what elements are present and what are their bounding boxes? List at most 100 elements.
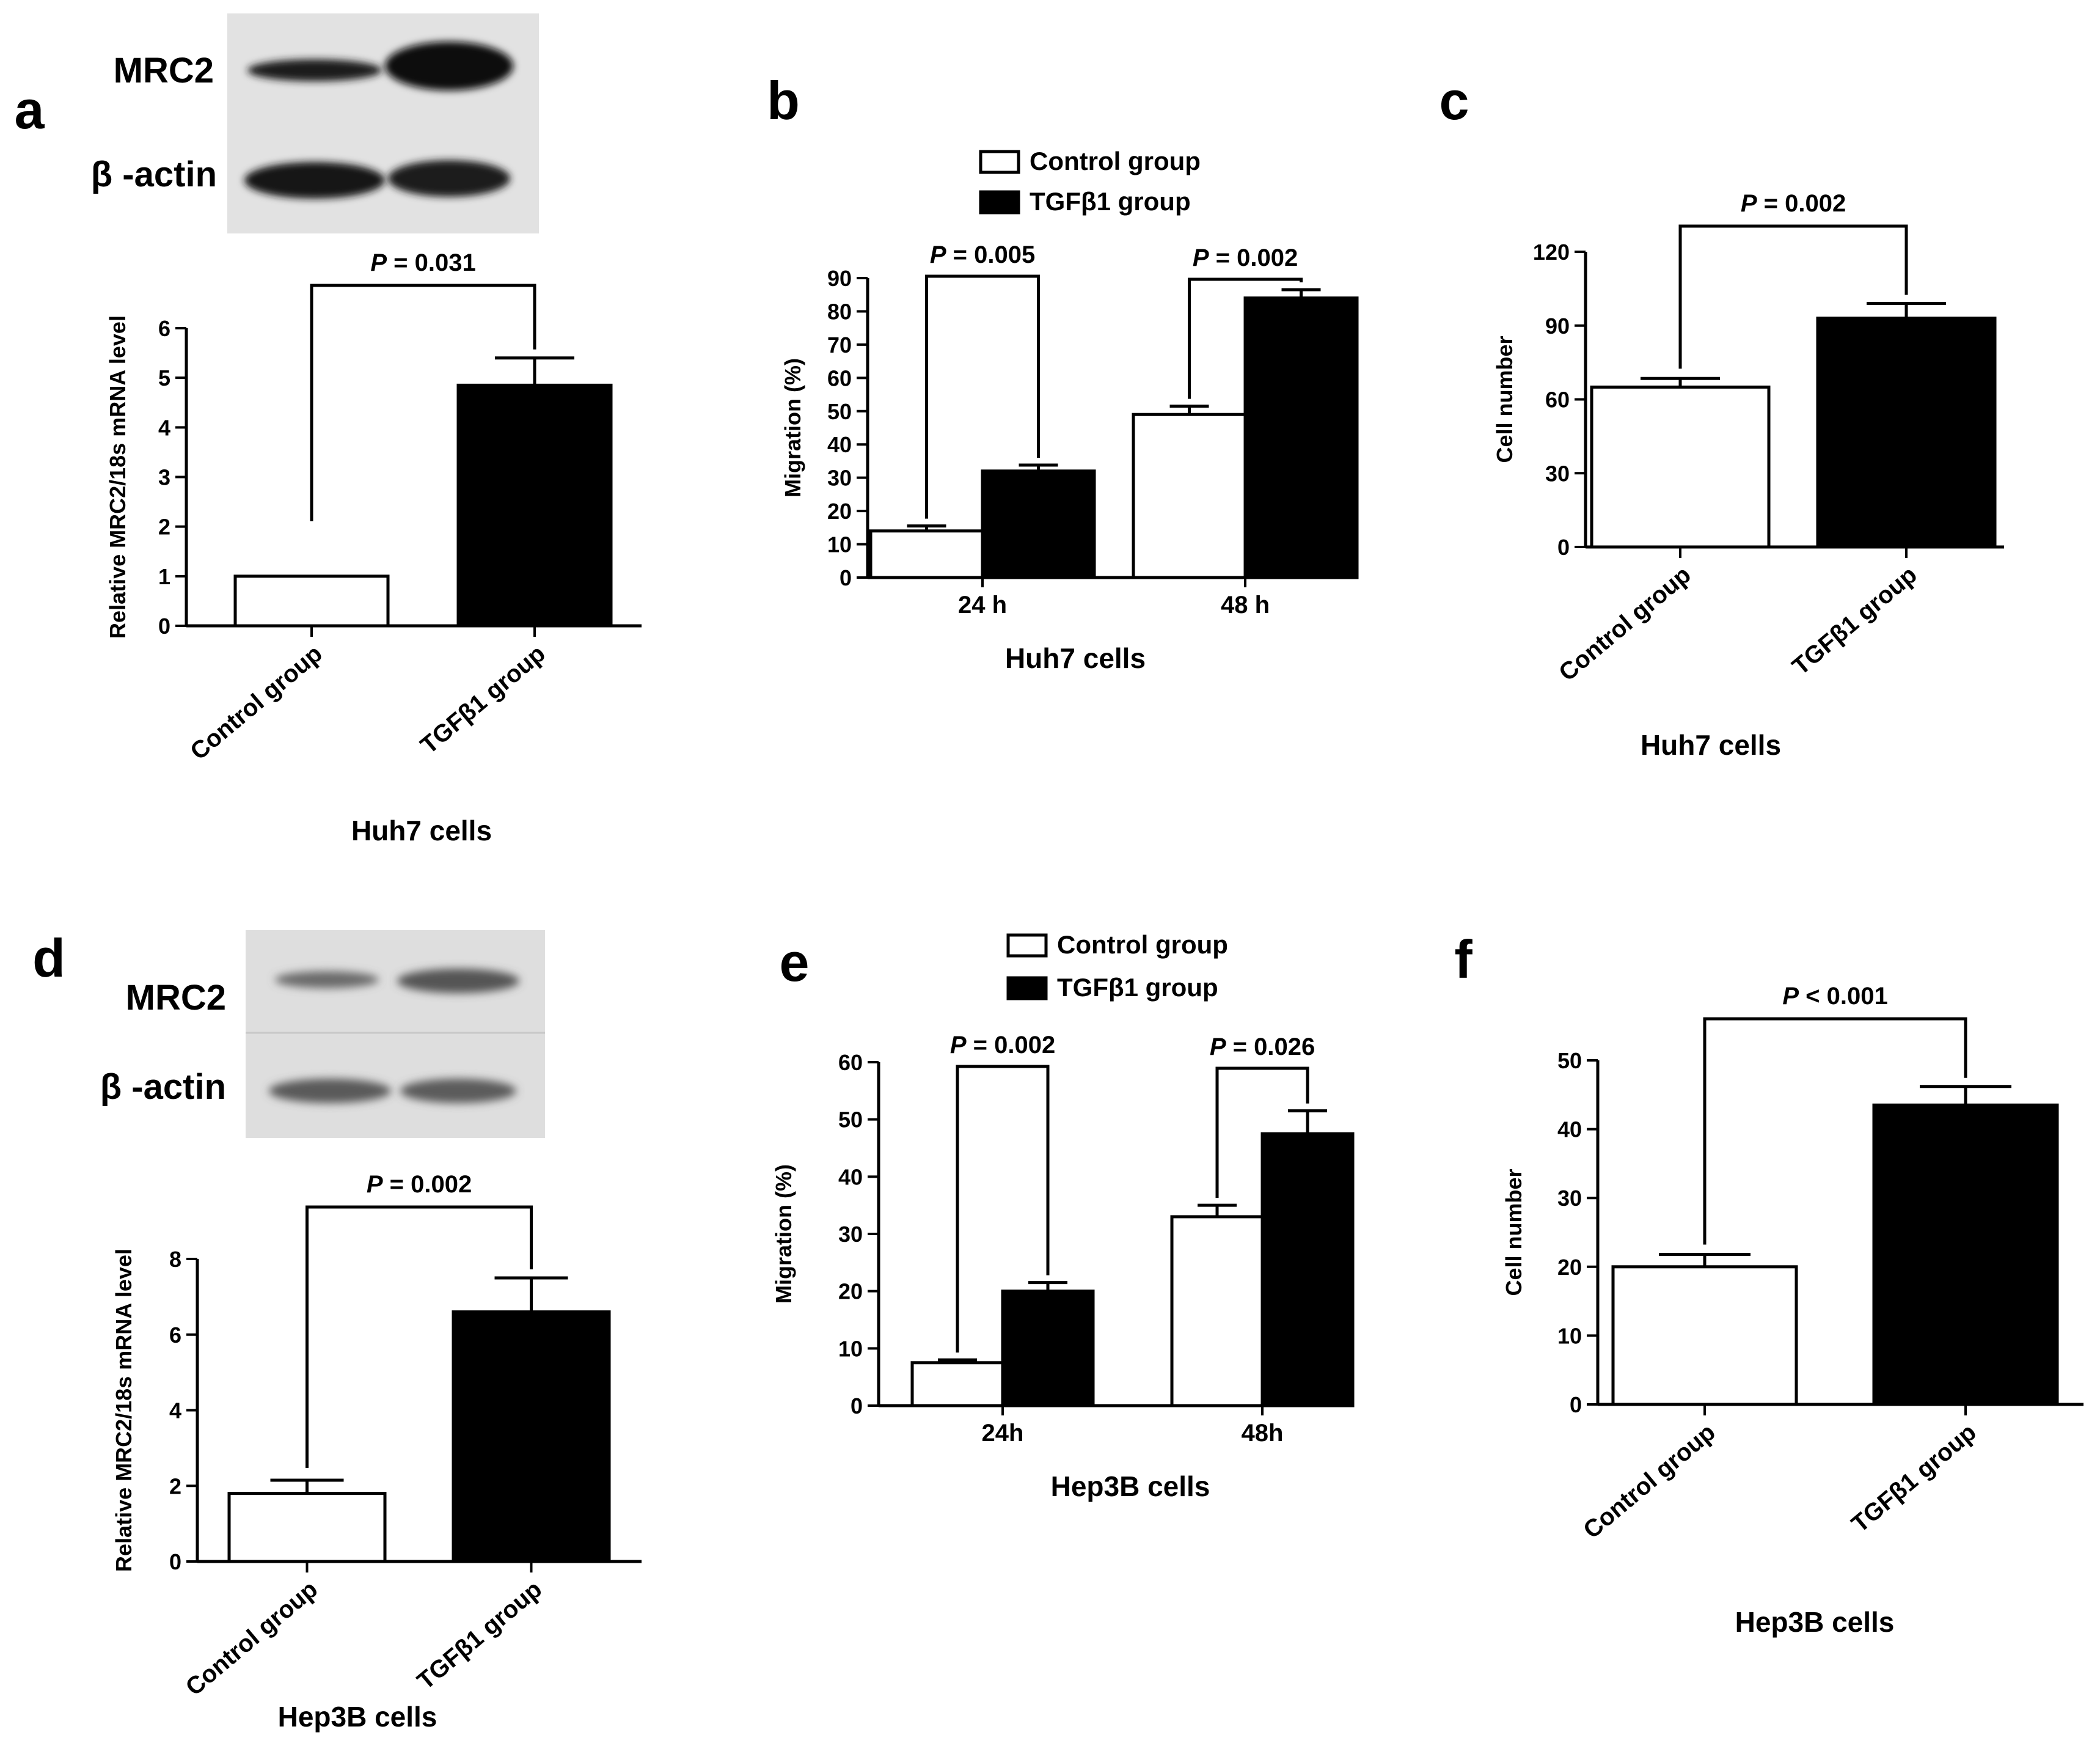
panel-letter: b [767,70,800,131]
p-letter: P [950,1032,967,1059]
p-value-label: P = 0.026 [1210,1033,1315,1060]
x-axis-title: Hep3B cells [278,1701,437,1733]
blot-band-3 [400,1079,516,1103]
y-tick-label: 3 [158,465,170,490]
legend-swatch [1006,976,1048,1000]
bar-control-0 [869,529,984,579]
x-category-label: 24 h [958,592,1007,618]
legend-swatch [1006,933,1048,958]
x-category-label: TGFβ1 group [1787,561,1922,680]
p-value: = 0.002 [1209,244,1298,271]
y-tick-label: 60 [838,1050,863,1075]
y-tick-label: 30 [1545,461,1570,486]
x-category-label: 48 h [1221,592,1270,618]
panel-letter: f [1454,929,1473,989]
y-tick-label: 40 [838,1164,863,1189]
x-category-label: TGFβ1 group [412,1576,547,1695]
legend: Control group TGFβ1 group [979,147,1201,216]
y-tick-label: 30 [1557,1186,1582,1211]
bar-tgfb1-0 [1001,1290,1095,1407]
y-tick-label: 10 [1557,1323,1582,1348]
p-letter: P [930,241,946,268]
y-tick-label: 80 [827,299,852,324]
bar-control [1611,1265,1798,1406]
significance-bracket [305,1205,533,1468]
p-value-label: P = 0.002 [367,1171,472,1198]
y-tick-label: 8 [169,1247,181,1272]
y-tick-label: 50 [827,399,852,424]
panel-letter: d [32,928,65,988]
y-tick-label: 0 [851,1393,863,1418]
p-letter: P [1193,244,1209,271]
x-category-label: TGFβ1 group [415,640,551,759]
blot-label-target: MRC2 [114,51,214,90]
blot-label-loading-control: β -actin [100,1067,226,1107]
bar-control-1 [1132,413,1247,579]
y-tick-label: 20 [1557,1255,1582,1280]
x-axis-title: Huh7 cells [1641,729,1781,761]
p-letter: P [367,1171,383,1198]
y-axis-label: Cell number [1501,1169,1526,1296]
bar-tgfb1-1 [1260,1132,1355,1407]
significance-bracket [310,284,536,521]
p-value: = 0.031 [387,249,476,276]
bar-tgfb1 [1816,317,1997,549]
panel-letter: a [15,79,45,140]
bar-control-1 [1170,1215,1264,1407]
y-tick-label: 0 [840,565,852,590]
y-tick-label: 70 [827,332,852,358]
bar-tgfb1 [456,383,613,628]
bar-control [227,1492,387,1563]
blot-band-2 [269,1079,391,1103]
y-tick-label: 90 [1545,314,1570,339]
p-value: = 0.026 [1226,1033,1315,1060]
p-letter: P [370,249,387,276]
y-tick-label: 120 [1533,240,1570,265]
x-category-label: TGFβ1 group [1846,1418,1981,1538]
blot-band-3 [388,160,510,197]
x-category-label: Control group [185,640,327,765]
y-tick-label: 1 [158,564,170,589]
y-axis-label: Relative MRC2/18s mRNA level [105,315,130,639]
blot-label-target: MRC2 [126,978,226,1018]
y-tick-label: 40 [1557,1117,1582,1142]
panel-b: b 0 10 20 30 40 50 60 70 80 90 Migration (%) 24 h P =… [767,70,1359,674]
p-letter: P [1210,1033,1226,1060]
legend-label: TGFβ1 group [1030,187,1191,216]
p-value: = 0.005 [946,241,1036,268]
panel-f: f 0 10 20 30 40 50 Cell number Control group TGFβ… [1454,929,2084,1638]
p-value: = 0.002 [383,1171,472,1198]
x-axis-title: Hep3B cells [1051,1470,1210,1502]
y-tick-label: 50 [1557,1048,1582,1073]
blot-band-1 [385,42,513,90]
blot-band-2 [244,162,385,199]
y-tick-label: 0 [1570,1392,1582,1417]
p-value-label: P = 0.002 [1193,244,1298,271]
legend-label: TGFβ1 group [1057,973,1218,1002]
blot-band-0 [247,59,382,81]
y-tick-label: 10 [838,1336,863,1361]
panel-letter: c [1440,70,1469,131]
y-axis-label: Cell number [1492,336,1517,463]
y-tick-label: 20 [827,499,852,524]
x-category-label: Control group [1578,1418,1721,1544]
y-tick-label: 60 [827,365,852,391]
significance-bracket [1188,277,1303,399]
y-tick-label: 20 [838,1279,863,1304]
blot-membrane [246,930,545,1138]
x-category-label: 24h [982,1420,1024,1447]
blot-membrane [227,13,539,233]
y-tick-label: 60 [1545,387,1570,413]
p-value-label: P < 0.001 [1782,983,1887,1010]
x-category-label: 48h [1242,1420,1284,1447]
bar-tgfb1-0 [981,469,1096,579]
p-value-label: P = 0.031 [370,249,475,276]
y-axis-label: Migration (%) [771,1164,796,1304]
blot-label-loading-control: β -actin [91,155,217,194]
bar-control [233,574,390,628]
x-category-label: Control group [1554,561,1696,686]
legend: Control group TGFβ1 group [1006,930,1228,1002]
legend-label: Control group [1057,930,1228,959]
y-axis-label: Migration (%) [780,358,805,497]
